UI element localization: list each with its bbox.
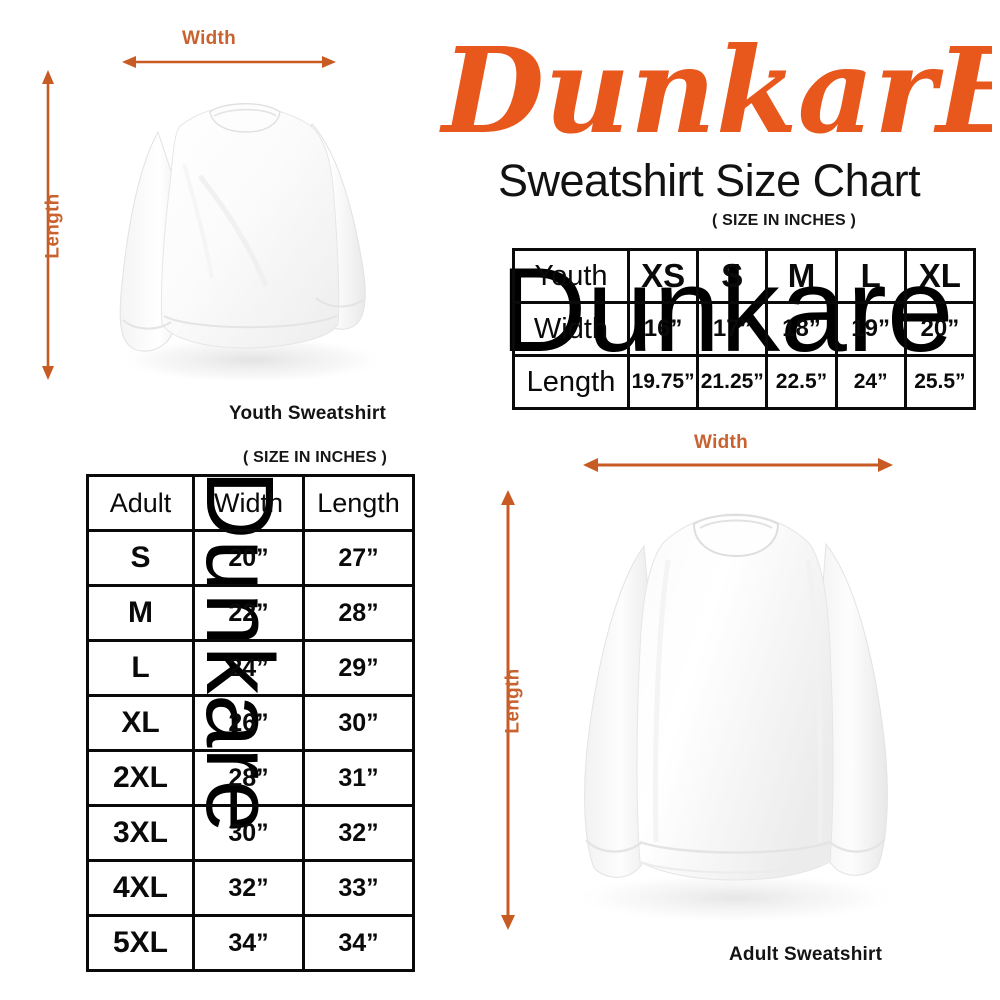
adult-width-label: Width (694, 432, 749, 453)
youth-length-measure-arrow (38, 70, 58, 380)
table-row: 2XL 28” 31” (86, 749, 415, 807)
adult-length-measure-arrow (498, 490, 518, 930)
adult-width-2xl: 28” (192, 749, 305, 807)
adult-size-5xl: 5XL (86, 914, 195, 972)
brand-logo-text: DunkarE (439, 28, 992, 160)
page-title: Sweatshirt Size Chart (498, 155, 921, 206)
adult-size-table: Adult Width Length S 20” 27” M 22” 28” L… (86, 474, 415, 972)
adult-length-m: 28” (302, 584, 415, 642)
youth-size-s: S (696, 248, 769, 304)
youth-unit-note: ( SIZE IN INCHES ) (712, 212, 857, 229)
adult-width-l: 24” (192, 639, 305, 697)
adult-length-label: Length (502, 668, 524, 734)
youth-width-s: 17” (696, 301, 769, 357)
adult-width-m: 22” (192, 584, 305, 642)
adult-size-xl: XL (86, 694, 195, 752)
adult-length-s: 27” (302, 529, 415, 587)
youth-size-l: L (834, 248, 907, 304)
table-row: L 24” 29” (86, 639, 415, 697)
table-row: XL 26” 30” (86, 694, 415, 752)
youth-width-xl: 20” (903, 301, 977, 357)
adult-length-3xl: 32” (302, 804, 415, 862)
youth-length-l: 24” (834, 354, 907, 410)
adult-size-s: S (86, 529, 195, 587)
table-row: Youth XS S M L XL (512, 248, 977, 304)
adult-col-header-length: Length (302, 474, 415, 532)
adult-width-measure-arrow (583, 455, 893, 475)
adult-size-4xl: 4XL (86, 859, 195, 917)
youth-sweatshirt-image (80, 72, 410, 392)
table-row: 5XL 34” 34” (86, 914, 415, 972)
adult-width-s: 20” (192, 529, 305, 587)
adult-size-m: M (86, 584, 195, 642)
adult-length-5xl: 34” (302, 914, 415, 972)
table-row: M 22” 28” (86, 584, 415, 642)
adult-sweatshirt-caption: Adult Sweatshirt (729, 944, 883, 965)
youth-length-s: 21.25” (696, 354, 769, 410)
table-row: Length 19.75” 21.25” 22.5” 24” 25.5” (512, 354, 977, 410)
youth-size-xl: XL (903, 248, 977, 304)
adult-size-2xl: 2XL (86, 749, 195, 807)
adult-width-3xl: 30” (192, 804, 305, 862)
table-header-row: Adult Width Length (86, 474, 415, 532)
youth-length-label: Length (42, 193, 64, 259)
youth-length-xs: 19.75” (626, 354, 700, 410)
adult-unit-note: ( SIZE IN INCHES ) (243, 449, 388, 466)
adult-length-2xl: 31” (302, 749, 415, 807)
table-row: Width 16” 17” 18” 19” 20” (512, 301, 977, 357)
table-row: S 20” 27” (86, 529, 415, 587)
adult-length-l: 29” (302, 639, 415, 697)
table-row: 3XL 30” 32” (86, 804, 415, 862)
adult-size-l: L (86, 639, 195, 697)
adult-col-header-size: Adult (86, 474, 195, 532)
youth-width-xs: 16” (626, 301, 700, 357)
youth-length-xl: 25.5” (903, 354, 977, 410)
youth-width-m: 18” (765, 301, 838, 357)
youth-row-header-length: Length (512, 354, 630, 410)
youth-row-header-width: Width (512, 301, 630, 357)
youth-size-xs: XS (626, 248, 700, 304)
youth-length-m: 22.5” (765, 354, 838, 410)
adult-col-header-width: Width (192, 474, 305, 532)
youth-width-l: 19” (834, 301, 907, 357)
adult-length-xl: 30” (302, 694, 415, 752)
youth-size-table-wrap: Youth XS S M L XL Width 16” 17” 18” 19” … (512, 248, 977, 410)
adult-width-5xl: 34” (192, 914, 305, 972)
youth-size-table: Youth XS S M L XL Width 16” 17” 18” 19” … (512, 248, 977, 410)
adult-length-4xl: 33” (302, 859, 415, 917)
youth-sweatshirt-caption: Youth Sweatshirt (229, 403, 386, 424)
adult-sweatshirt-image (540, 490, 930, 930)
brand-logo: DunkarE (432, 28, 992, 163)
youth-width-measure-arrow (122, 52, 336, 72)
youth-row-header-size: Youth (512, 248, 630, 304)
adult-size-table-wrap: Adult Width Length S 20” 27” M 22” 28” L… (86, 474, 415, 972)
youth-width-label: Width (182, 28, 237, 49)
youth-size-m: M (765, 248, 838, 304)
adult-width-4xl: 32” (192, 859, 305, 917)
adult-size-3xl: 3XL (86, 804, 195, 862)
table-row: 4XL 32” 33” (86, 859, 415, 917)
adult-width-xl: 26” (192, 694, 305, 752)
